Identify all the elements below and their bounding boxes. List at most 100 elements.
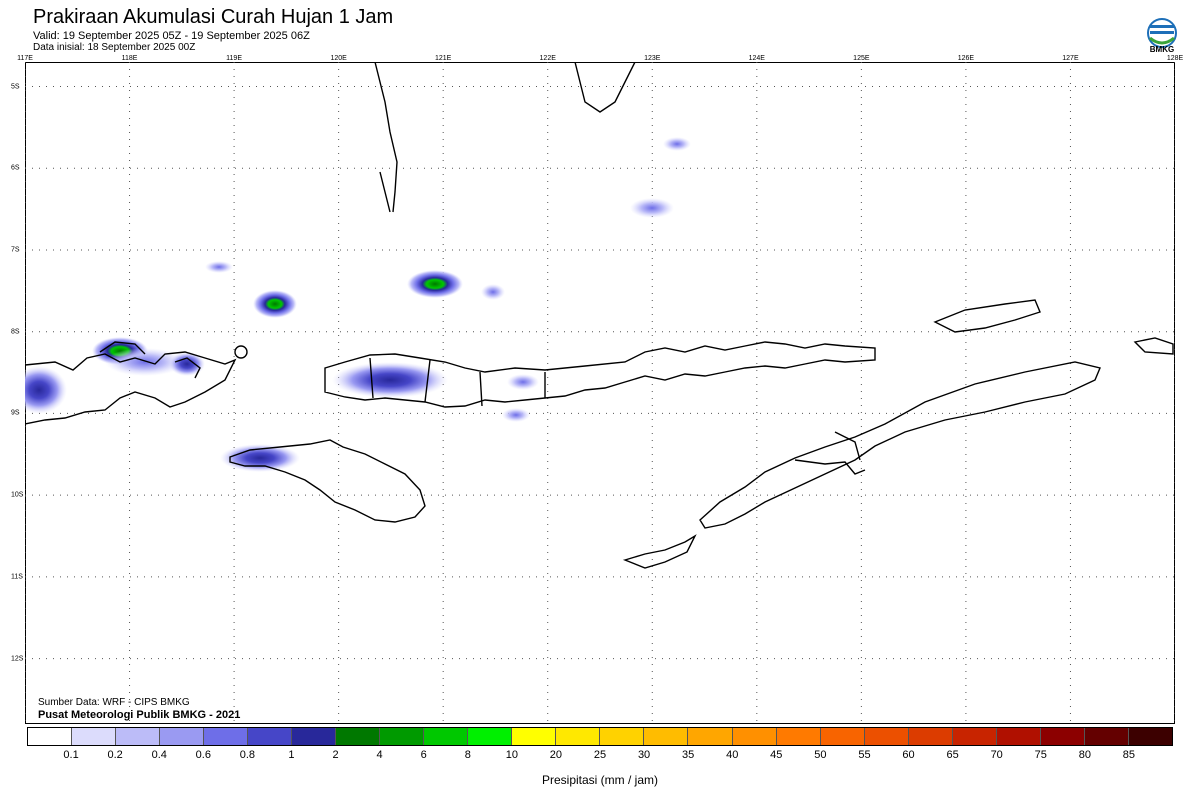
rain-cell-flores-sea <box>407 270 463 298</box>
legend-label: 0.4 <box>151 749 167 761</box>
graticule <box>25 62 1175 724</box>
coast-wetar-area <box>933 299 1041 333</box>
legend-label: 8 <box>464 749 471 761</box>
coast-lombok-sumbawa <box>25 351 237 425</box>
logo-label: BMKG <box>1149 45 1175 54</box>
legend-label: 1 <box>288 749 295 761</box>
legend-swatch <box>820 728 865 745</box>
source-org: Pusat Meteorologi Publik BMKG - 2021 <box>38 709 241 721</box>
legend-swatch <box>776 728 821 745</box>
lon-tick-label: 125E <box>853 55 870 62</box>
legend-label: 0.6 <box>195 749 211 761</box>
coastlines <box>25 62 1174 569</box>
legend-label: 55 <box>858 749 871 761</box>
map-title: Prakiraan Akumulasi Curah Hujan 1 Jam <box>33 6 394 28</box>
rain-cell-flores-central <box>507 374 539 390</box>
rain-cell-sumbawa-central <box>105 348 185 376</box>
legend-swatch <box>512 728 557 745</box>
rain-cell-lombok <box>25 366 67 414</box>
rain-cell-savu-sea <box>502 408 530 422</box>
lon-tick-label: 128E <box>1166 55 1184 62</box>
legend-label: 35 <box>682 749 695 761</box>
legend-swatch <box>864 728 909 745</box>
coast-east-islands <box>1133 337 1174 355</box>
bmkg-logo-icon <box>1147 18 1177 48</box>
legend-swatch <box>116 728 161 745</box>
legend-swatch <box>72 728 117 745</box>
source-data: Sumber Data: WRF - CIPS BMKG <box>38 697 190 708</box>
legend-swatch <box>1128 728 1172 745</box>
coast-sulawesi-south <box>374 62 398 213</box>
legend-label: 85 <box>1122 749 1136 761</box>
rain-cell-sumbawa-east <box>169 352 205 376</box>
initial-data: Data inisial: 18 September 2025 00Z <box>33 42 196 53</box>
legend-swatch <box>688 728 733 745</box>
legend-swatch <box>248 728 293 745</box>
coast-flores-regions <box>369 357 546 407</box>
legend-label: 40 <box>726 749 739 761</box>
legend-swatch <box>28 728 73 745</box>
legend-swatch <box>380 728 425 745</box>
legend-label: 0.2 <box>107 749 123 761</box>
rain-cell-banda-north <box>663 137 691 151</box>
legend-label: 25 <box>593 749 607 761</box>
rainfall-map[interactable] <box>25 62 1175 724</box>
lat-tick-label: 8S <box>11 328 20 336</box>
legend-swatch <box>644 728 689 745</box>
legend-label: 0.8 <box>239 749 256 761</box>
legend-swatch <box>468 728 513 745</box>
legend-swatch <box>424 728 469 745</box>
legend-swatch <box>336 728 381 745</box>
legend-label: 75 <box>1034 749 1047 761</box>
coast-timor <box>699 361 1101 529</box>
lat-tick-label: 10S <box>11 491 24 499</box>
coast-sumba <box>229 439 426 523</box>
lon-tick-label: 119E <box>226 55 242 62</box>
legend-swatch <box>292 728 337 745</box>
lon-tick-label: 123E <box>644 55 661 62</box>
legend-label: 60 <box>902 749 915 761</box>
map-frame <box>25 62 1175 724</box>
coast-timor-border <box>794 431 866 475</box>
legend-label: 50 <box>814 749 827 761</box>
coast-sumbawa-north <box>99 341 201 379</box>
lat-tick-label: 12S <box>11 655 24 663</box>
lon-tick-label: 126E <box>957 55 975 62</box>
legend-label: 65 <box>946 749 959 761</box>
rain-cell-sea-north-sumbawa <box>253 290 297 318</box>
rain-cell-sumba <box>220 444 300 472</box>
lat-tick-label: 7S <box>11 246 20 254</box>
lon-tick-label: 118E <box>121 55 138 62</box>
legend-label: 30 <box>637 749 651 761</box>
rain-cell-west-sea <box>205 261 233 273</box>
rain-layer <box>25 137 691 472</box>
legend-swatch <box>908 728 953 745</box>
lon-tick-label: 117E <box>17 55 33 62</box>
legend-swatch <box>952 728 997 745</box>
legend-swatch <box>732 728 777 745</box>
valid-period: Valid: 19 September 2025 05Z - 19 Septem… <box>33 30 310 42</box>
legend-swatch <box>996 728 1041 745</box>
coast-flores <box>324 341 876 408</box>
legend-swatch <box>556 728 601 745</box>
lat-tick-label: 5S <box>11 83 20 91</box>
rain-cell-east-flores-sea <box>481 284 505 300</box>
lon-tick-label: 124E <box>748 55 765 62</box>
legend-label: 45 <box>770 749 783 761</box>
legend-swatch <box>204 728 249 745</box>
lat-tick-label: 11S <box>11 573 23 581</box>
legend-label: 6 <box>420 749 427 761</box>
legend-swatch <box>1084 728 1129 745</box>
legend-label: 0.1 <box>63 749 79 761</box>
coast-sumbawa-bay <box>234 345 248 359</box>
lon-tick-label: 122E <box>539 55 556 62</box>
legend-units: Presipitasi (mm / jam) <box>541 773 658 787</box>
legend-swatch <box>600 728 645 745</box>
legend-label: 80 <box>1078 749 1091 761</box>
lat-tick-label: 9S <box>11 409 20 417</box>
coast-rote <box>622 534 697 569</box>
lon-tick-label: 120E <box>330 55 347 62</box>
rain-cell-banda-south <box>630 198 674 218</box>
legend-label: 70 <box>990 749 1003 761</box>
legend-swatch <box>160 728 205 745</box>
